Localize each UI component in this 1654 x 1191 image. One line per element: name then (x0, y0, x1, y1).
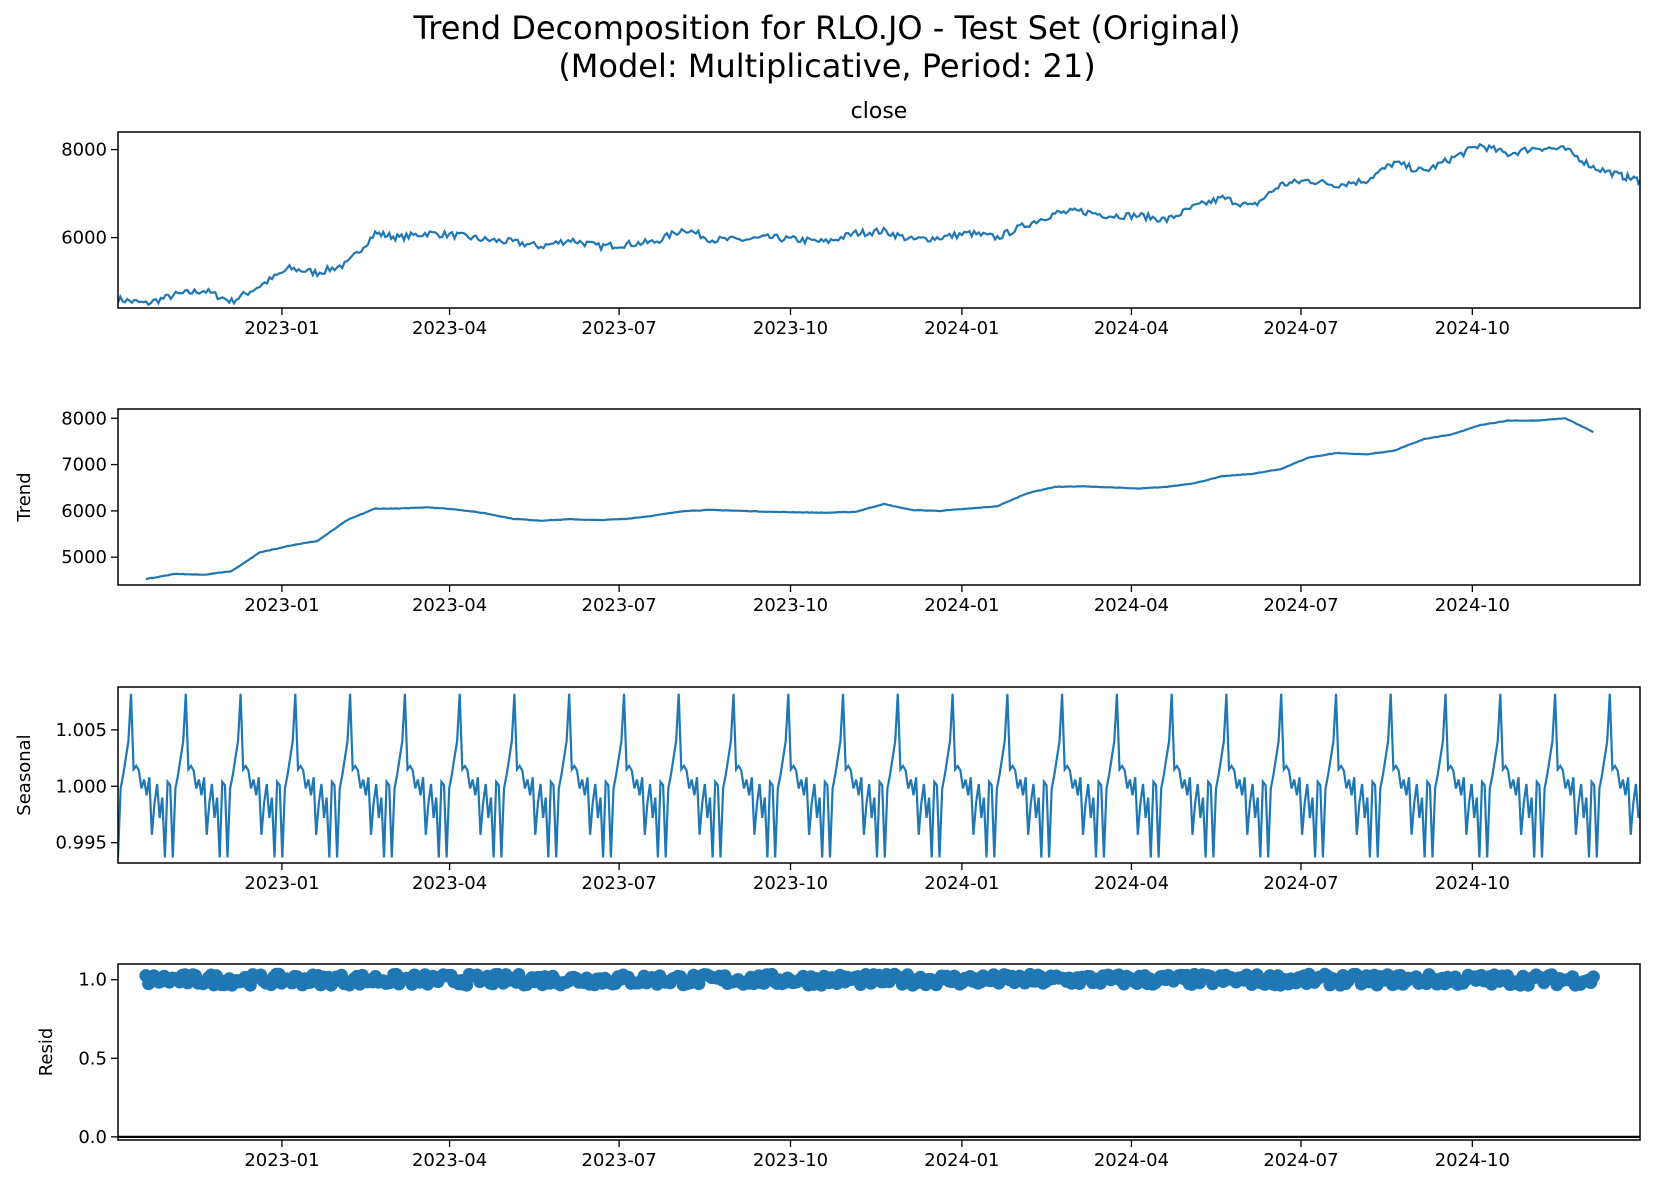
y-tick-label: 0.995 (55, 833, 107, 854)
resid-point (1586, 970, 1600, 984)
panel-2: 2023-01 2023-04 2023-07 2023-10 2024-01 2024-… (14, 408, 1641, 616)
x-tick-label: 2023-01 (244, 318, 319, 339)
figure-title-line2: (Model: Multiplicative, Period: 21) (558, 47, 1096, 85)
axes-frame (117, 686, 1641, 864)
x-tick-label: 2024-07 (1263, 318, 1338, 339)
x-tick-label: 2024-10 (1435, 1150, 1510, 1171)
x-tick-label: 2024-07 (1263, 1150, 1338, 1171)
y-axis-label: Resid (36, 1028, 57, 1077)
y-tick-label: 0.0 (78, 1127, 107, 1148)
plot-area (118, 967, 1640, 1138)
x-tick-label: 2024-07 (1263, 595, 1338, 616)
y-tick-label: 7000 (61, 455, 107, 476)
y-axis-label: Trend (14, 472, 35, 522)
x-tick-label: 2024-10 (1435, 595, 1510, 616)
x-tick-label: 2023-10 (753, 873, 828, 894)
y-tick-label: 5000 (61, 547, 107, 568)
x-tick-label: 2023-04 (412, 595, 487, 616)
x-tick-label: 2024-01 (924, 1150, 999, 1171)
y-tick-label: 8000 (61, 140, 107, 161)
x-tick-label: 2024-10 (1435, 318, 1510, 339)
y-tick-label: 8000 (61, 408, 107, 429)
x-tick-label: 2023-10 (753, 1150, 828, 1171)
x-tick-label: 2023-01 (244, 595, 319, 616)
x-tick-label: 2023-01 (244, 1150, 319, 1171)
x-tick-label: 2023-10 (753, 318, 828, 339)
seasonal-series-line (118, 693, 1640, 858)
x-tick-label: 2023-07 (582, 873, 657, 894)
plot-area (145, 417, 1594, 581)
x-tick-label: 2024-04 (1094, 595, 1169, 616)
x-tick-label: 2023-04 (412, 318, 487, 339)
x-tick-label: 2023-04 (412, 873, 487, 894)
x-tick-label: 2024-01 (924, 318, 999, 339)
x-tick-label: 2023-07 (582, 318, 657, 339)
y-tick-label: 1.005 (55, 720, 107, 741)
x-tick-label: 2023-04 (412, 1150, 487, 1171)
trend-series-line (145, 417, 1594, 581)
plot-area (118, 693, 1640, 858)
x-tick-label: 2024-01 (924, 595, 999, 616)
axes-frame (117, 408, 1641, 586)
x-tick-label: 2023-10 (753, 595, 828, 616)
x-tick-label: 2024-04 (1094, 318, 1169, 339)
panel-3: 2023-01 2023-04 2023-07 2023-10 2024-01 2024-… (14, 686, 1641, 894)
y-tick-label: 6000 (61, 501, 107, 522)
axes-frame (117, 963, 1641, 1141)
figure-title-line1: Trend Decomposition for RLO.JO - Test Se… (413, 9, 1241, 47)
x-tick-label: 2023-01 (244, 873, 319, 894)
x-tick-label: 2024-04 (1094, 1150, 1169, 1171)
x-tick-label: 2023-07 (582, 1150, 657, 1171)
panel-title: close (851, 99, 908, 124)
x-tick-label: 2024-07 (1263, 873, 1338, 894)
y-tick-label: 1.0 (78, 970, 107, 991)
panel-4: 2023-01 2023-04 2023-07 2023-10 2024-01 2024-… (36, 963, 1641, 1171)
close-series-line (118, 142, 1640, 307)
y-tick-label: 1.000 (55, 776, 107, 797)
x-tick-label: 2024-10 (1435, 873, 1510, 894)
x-tick-label: 2024-01 (924, 873, 999, 894)
x-tick-label: 2024-04 (1094, 873, 1169, 894)
y-tick-label: 6000 (61, 228, 107, 249)
panel-1: 2023-01 2023-04 2023-07 2023-10 2024-01 2024-… (61, 99, 1641, 339)
y-axis-label: Seasonal (14, 734, 35, 815)
x-tick-label: 2023-07 (582, 595, 657, 616)
plot-area (118, 142, 1640, 307)
y-tick-label: 0.5 (78, 1048, 107, 1069)
axes-frame (117, 131, 1641, 309)
